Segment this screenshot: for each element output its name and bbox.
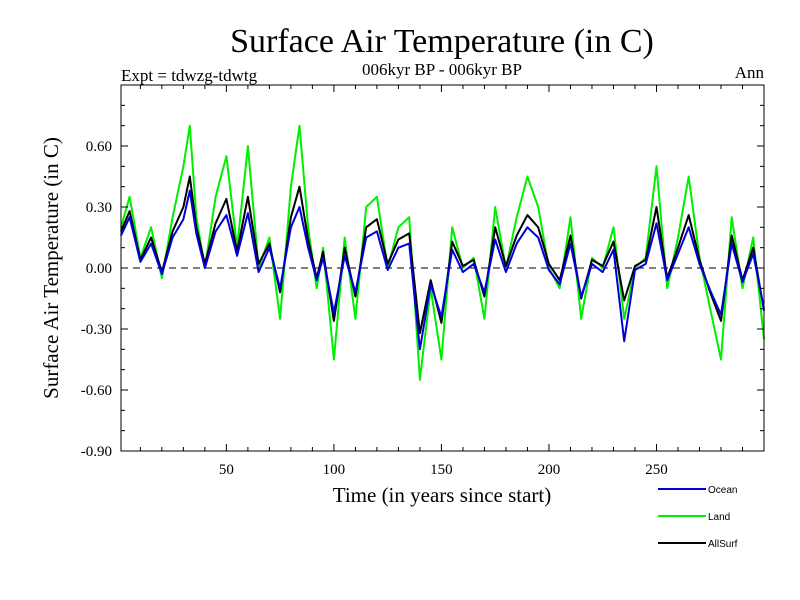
chart-subtitle: 006kyr BP - 006kyr BP — [362, 60, 522, 79]
chart-title: Surface Air Temperature (in C) — [230, 23, 654, 60]
y-tick-label: 0.60 — [86, 139, 112, 155]
x-tick-label: 100 — [323, 462, 346, 478]
y-tick-label: -0.30 — [81, 322, 112, 338]
x-tick-label: 150 — [430, 462, 453, 478]
series-line-land — [120, 124, 765, 381]
y-tick-label: -0.90 — [81, 444, 112, 460]
legend-label-land: Land — [708, 512, 730, 523]
series-line-ocean — [120, 189, 765, 351]
y-axis-label: Surface Air Temperature (in C) — [39, 137, 63, 399]
legend: Ocean Land AllSurf — [658, 485, 738, 550]
plot-area — [120, 124, 765, 381]
x-tick-label: 50 — [219, 462, 234, 478]
season-label: Ann — [735, 63, 765, 82]
experiment-label: Expt = tdwzg-tdwtg — [121, 66, 258, 85]
legend-label-allsurf: AllSurf — [708, 539, 738, 550]
legend-label-ocean: Ocean — [708, 485, 737, 496]
series-line-allsurf — [120, 175, 765, 335]
x-tick-label: 200 — [538, 462, 561, 478]
x-tick-label: 250 — [645, 462, 668, 478]
y-tick-label: -0.60 — [81, 383, 112, 399]
y-tick-label: 0.00 — [86, 261, 112, 277]
y-tick-label: 0.30 — [86, 200, 112, 216]
x-axis-label: Time (in years since start) — [333, 483, 552, 507]
axes: -0.90 -0.60 -0.30 0.00 0.30 0.60 50 100 150 200 25… — [81, 84, 765, 478]
